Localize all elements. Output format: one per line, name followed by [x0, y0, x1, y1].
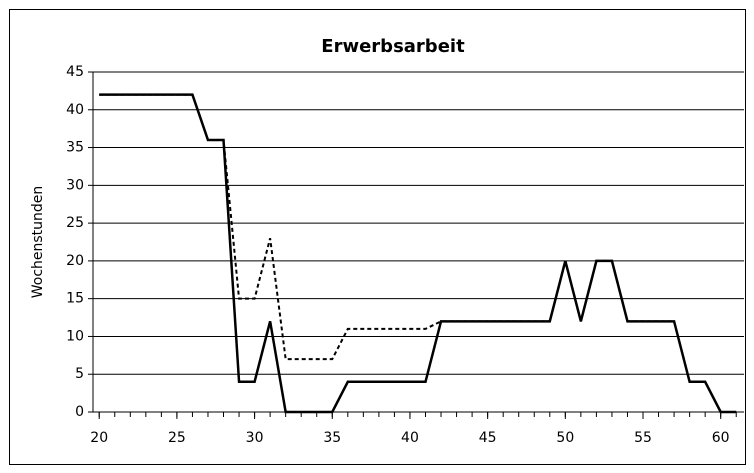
x-tick-label: 60 — [712, 430, 730, 446]
y-tick-label: 0 — [75, 404, 84, 420]
chart-title: Erwerbsarbeit — [321, 36, 465, 57]
x-tick-label: 20 — [90, 430, 108, 446]
chart-border — [9, 9, 746, 465]
y-tick-label: 15 — [66, 291, 84, 307]
y-tick-label: 25 — [66, 215, 84, 231]
y-tick-label: 30 — [66, 177, 84, 193]
x-tick-label: 45 — [479, 430, 497, 446]
x-tick-label: 40 — [401, 430, 419, 446]
y-tick-label: 45 — [66, 64, 84, 80]
x-tick-label: 30 — [246, 430, 264, 446]
y-tick-label: 5 — [75, 366, 84, 382]
y-tick-label: 40 — [66, 102, 84, 118]
x-tick-label: 55 — [634, 430, 652, 446]
y-tick-label: 35 — [66, 140, 84, 156]
x-tick-label: 35 — [323, 430, 341, 446]
y-axis-label: Wochenstunden — [30, 186, 46, 299]
y-tick-label: 10 — [66, 328, 84, 344]
y-tick-label: 20 — [66, 253, 84, 269]
x-tick-label: 25 — [168, 430, 186, 446]
solid-line — [99, 93, 737, 414]
x-tick-label: 50 — [556, 430, 574, 446]
